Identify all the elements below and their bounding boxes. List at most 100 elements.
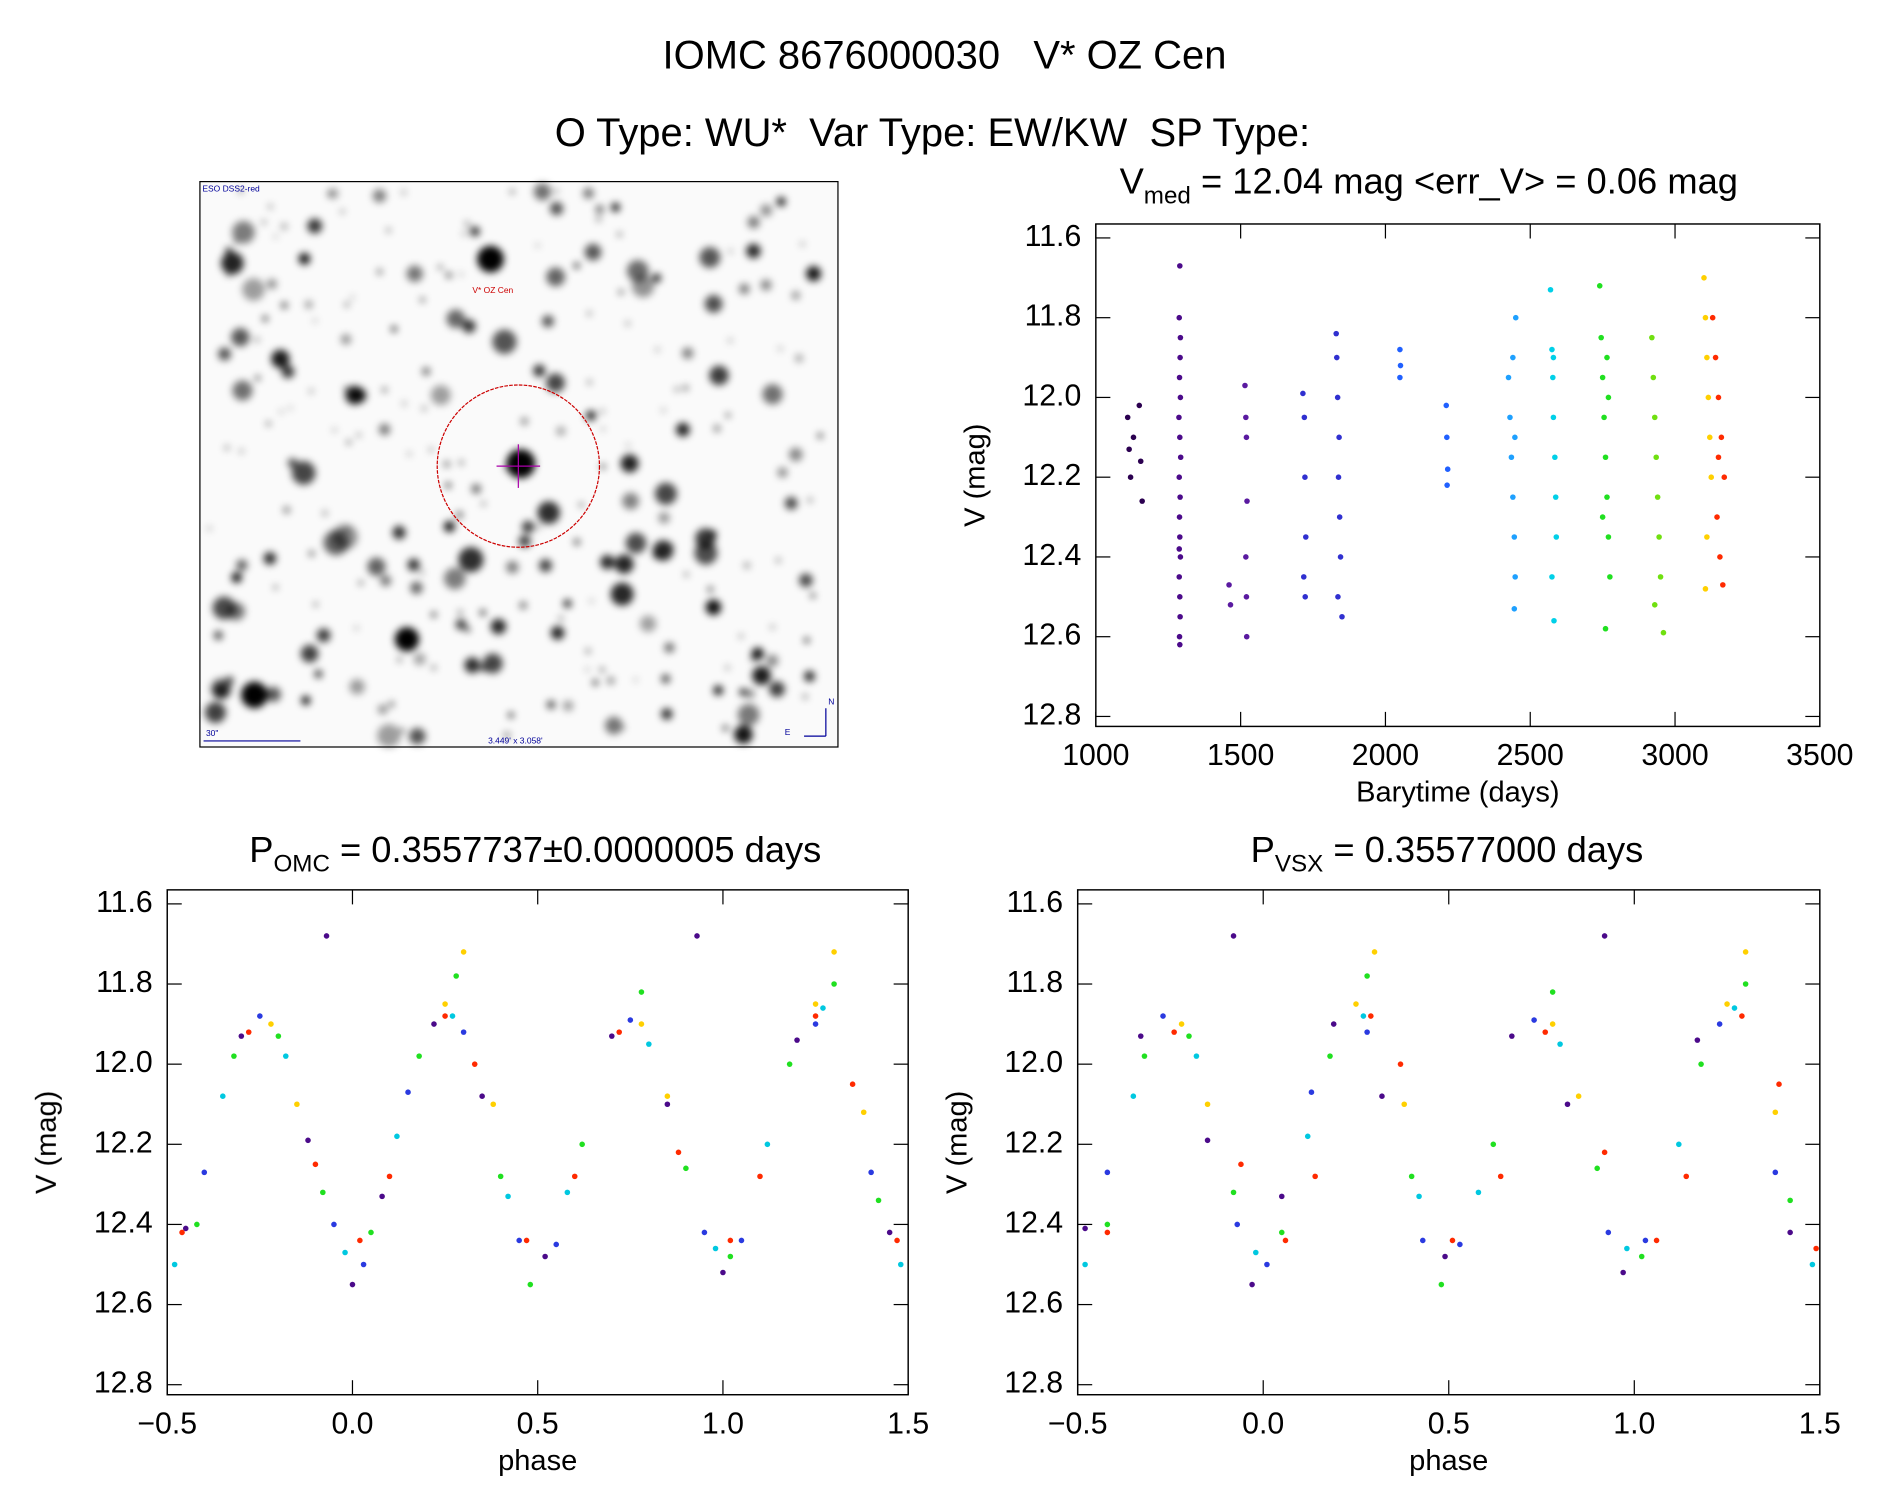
point	[194, 1221, 200, 1228]
point	[1721, 474, 1728, 480]
star	[445, 272, 452, 279]
star	[745, 689, 755, 699]
x-tick-label: 2000	[1352, 739, 1419, 772]
star	[238, 189, 243, 193]
star	[683, 385, 689, 391]
point	[1408, 1173, 1415, 1180]
star	[350, 295, 355, 300]
point	[1549, 346, 1555, 353]
star	[585, 667, 590, 672]
star	[589, 599, 594, 603]
y-tick-label: 12.8	[94, 1367, 153, 1400]
point	[1243, 633, 1250, 640]
star	[535, 243, 540, 248]
star	[562, 700, 574, 712]
star	[378, 423, 391, 436]
star	[470, 226, 480, 237]
point	[1651, 602, 1658, 608]
star	[639, 615, 657, 632]
star	[288, 406, 293, 410]
star	[397, 657, 402, 662]
star	[682, 347, 694, 359]
star	[280, 223, 288, 230]
point	[1507, 414, 1513, 421]
star	[377, 724, 401, 748]
point	[1193, 1053, 1200, 1059]
point	[1557, 1041, 1563, 1047]
point	[1552, 494, 1559, 500]
x-tick-label: 3500	[1786, 739, 1853, 772]
point	[1604, 354, 1610, 361]
point	[1177, 594, 1183, 600]
stars	[204, 183, 824, 748]
star	[776, 196, 786, 207]
point	[1249, 1281, 1255, 1288]
point	[1550, 374, 1556, 381]
point	[453, 973, 459, 979]
point	[1505, 374, 1512, 381]
point	[1575, 1093, 1582, 1099]
point	[1809, 1261, 1816, 1268]
point	[416, 1053, 422, 1059]
point	[794, 1037, 800, 1043]
point	[1335, 474, 1342, 480]
point	[1176, 633, 1183, 640]
star	[694, 541, 718, 565]
star	[760, 204, 773, 217]
x-tick-label: 3000	[1641, 739, 1708, 772]
point	[683, 1165, 689, 1172]
star	[778, 346, 783, 351]
point	[1177, 641, 1183, 648]
point	[1438, 1281, 1445, 1288]
star	[207, 526, 212, 531]
star	[584, 243, 602, 261]
x-tick-label: 0.5	[1428, 1407, 1470, 1440]
point	[342, 1249, 348, 1256]
point	[431, 1021, 437, 1027]
point	[1444, 482, 1450, 488]
point	[1443, 402, 1450, 409]
point	[1397, 362, 1404, 369]
point	[1717, 554, 1723, 560]
point	[1360, 1013, 1367, 1019]
star	[309, 389, 314, 394]
star	[239, 449, 244, 454]
star	[684, 572, 689, 577]
y-tick-label: 12.4	[94, 1206, 153, 1239]
star	[316, 628, 331, 643]
star	[401, 401, 407, 406]
point	[812, 1021, 819, 1027]
point	[1598, 334, 1604, 341]
star	[728, 338, 733, 343]
point	[664, 1101, 671, 1108]
point	[1642, 1237, 1649, 1244]
point	[460, 1029, 467, 1035]
point	[1136, 402, 1143, 409]
point	[675, 1149, 682, 1156]
star	[265, 686, 281, 702]
star	[760, 279, 772, 291]
point	[1230, 933, 1237, 939]
star	[585, 648, 591, 654]
point	[1709, 314, 1716, 321]
point	[257, 1013, 263, 1019]
point	[849, 1081, 856, 1087]
point	[1442, 1253, 1448, 1260]
star	[508, 712, 514, 718]
star	[587, 311, 592, 316]
point	[360, 1261, 367, 1268]
star	[585, 410, 596, 421]
point	[386, 1173, 393, 1180]
point	[394, 1133, 400, 1140]
north-label: N	[828, 697, 834, 707]
point	[1602, 454, 1609, 461]
point	[238, 1033, 245, 1039]
star	[232, 220, 255, 244]
point	[1300, 390, 1306, 397]
point	[638, 989, 645, 995]
star	[625, 321, 630, 326]
point	[1397, 1061, 1404, 1067]
point	[312, 1161, 319, 1168]
star	[430, 385, 451, 406]
point	[1714, 514, 1720, 520]
